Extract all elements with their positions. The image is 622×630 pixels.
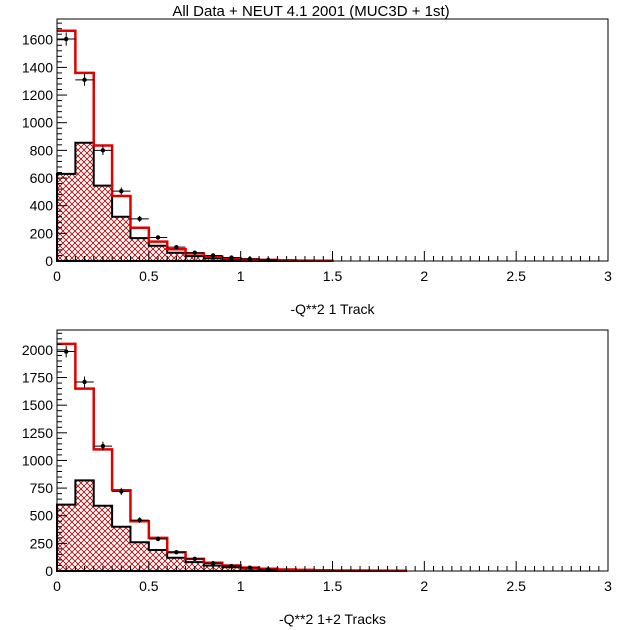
data-point — [130, 517, 149, 523]
data-point — [130, 215, 149, 222]
x-axis-label: -Q**2 1 Track — [290, 301, 375, 317]
x-tick-label: 1.5 — [323, 268, 343, 284]
y-tick-label: 2000 — [22, 342, 53, 358]
plot-frame — [56, 329, 609, 572]
data-point — [75, 376, 94, 388]
y-tick-label: 1200 — [22, 87, 53, 103]
data-point — [57, 345, 76, 358]
x-tick-label: 2 — [420, 578, 428, 594]
x-tick-label: 3 — [604, 578, 612, 594]
x-tick-label: 1.5 — [323, 578, 343, 594]
y-tick-label: 1750 — [22, 370, 53, 386]
x-tick-label: 2.5 — [506, 268, 526, 284]
x-tick-label: 0.5 — [139, 268, 159, 284]
y-tick-label: 0 — [45, 253, 53, 269]
y-tick-label: 800 — [30, 142, 54, 158]
y-tick-label: 1600 — [22, 32, 53, 48]
data-point — [148, 536, 168, 542]
x-tick-label: 1 — [237, 268, 245, 284]
y-axis: 0 250 500 750 1000 1250 1500 1750 2000 — [22, 332, 67, 579]
x-axis: 0 0.5 1 1.5 2 2.5 3 — [53, 561, 612, 594]
mc-component-histogram — [56, 141, 334, 262]
data-point — [167, 550, 186, 555]
y-tick-label: 1250 — [22, 425, 53, 441]
mc-component-histogram — [56, 479, 407, 572]
y-tick-label: 250 — [30, 535, 54, 551]
plot-frame — [56, 18, 609, 262]
y-tick-label: 750 — [30, 480, 54, 496]
x-tick-label: 2.5 — [506, 578, 526, 594]
data-point — [75, 73, 94, 86]
data-point — [148, 235, 168, 240]
x-axis: 0 0.5 1 1.5 2 2.5 3 — [53, 251, 612, 284]
panel-top: 0 0.5 1 1.5 2 2.5 3 0 200 400 600 800 1000 1200 1400 16… — [22, 18, 612, 317]
data-point — [93, 441, 113, 451]
data-point — [112, 187, 131, 195]
x-tick-label: 3 — [604, 268, 612, 284]
y-tick-label: 0 — [45, 563, 53, 579]
y-tick-label: 1500 — [22, 397, 53, 413]
data-point — [93, 145, 113, 156]
x-axis-label: -Q**2 1+2 Tracks — [279, 611, 386, 627]
data-point — [112, 487, 131, 495]
y-tick-label: 600 — [30, 170, 54, 186]
figure-title: All Data + NEUT 4.1 2001 (MUC3D + 1st) — [172, 3, 449, 20]
y-tick-label: 400 — [30, 198, 54, 214]
y-tick-label: 200 — [30, 225, 54, 241]
y-tick-label: 500 — [30, 508, 54, 524]
data-point — [185, 250, 204, 255]
y-tick-label: 1000 — [22, 452, 53, 468]
y-axis: 0 200 400 600 800 1000 1200 1400 1600 — [22, 22, 67, 269]
x-tick-label: 1 — [237, 578, 245, 594]
y-tick-label: 1400 — [22, 59, 53, 75]
x-tick-label: 0 — [53, 268, 61, 284]
y-tick-label: 1000 — [22, 115, 53, 131]
panel-bottom: 0 0.5 1 1.5 2 2.5 3 0 250 500 750 1000 1250 1500 1750 2… — [22, 329, 612, 627]
x-tick-label: 2 — [420, 268, 428, 284]
data-point — [185, 556, 204, 562]
x-tick-label: 0 — [53, 578, 61, 594]
data-point — [203, 561, 223, 566]
x-tick-label: 0.5 — [139, 578, 159, 594]
data-point — [167, 244, 186, 250]
